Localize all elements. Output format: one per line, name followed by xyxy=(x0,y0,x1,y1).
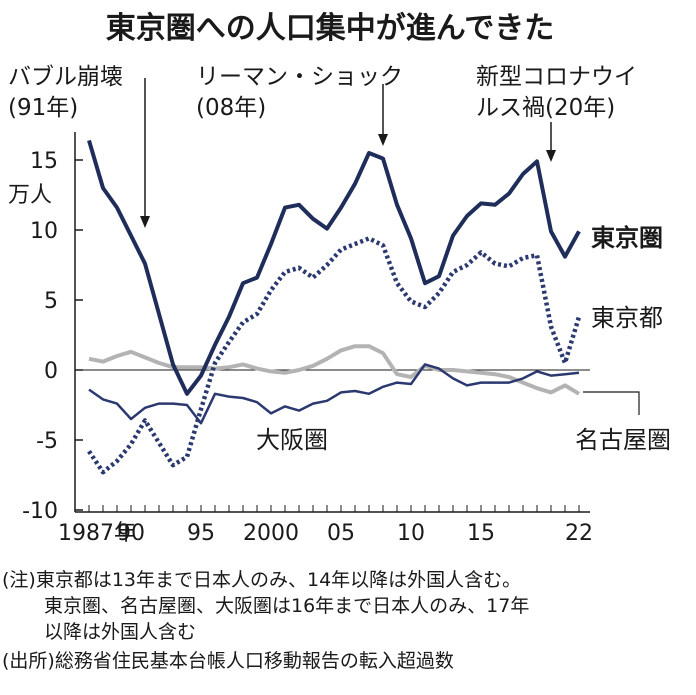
annotation-arrow-head xyxy=(546,150,556,162)
x-tick-label: 90 xyxy=(117,521,145,546)
note-2: 東京圏、名古屋圏、大阪圏は16年まで日本人のみ、17年 xyxy=(44,595,530,617)
annotation-arrow-head xyxy=(378,134,388,146)
chart-title: 東京圏への人口集中が進んできた xyxy=(106,11,555,46)
unit-label: 万人 xyxy=(8,183,52,208)
series-line-osaka xyxy=(88,363,580,425)
x-tick-label: 10 xyxy=(397,521,425,546)
x-tick-label: 95 xyxy=(187,521,215,546)
y-tick-label: -10 xyxy=(22,499,58,524)
annotation-label: リーマン・ショック xyxy=(196,64,403,90)
note-1: (注)東京都は13年まで日本人のみ、14年以降は外国人含む。 xyxy=(2,569,522,591)
series-layer xyxy=(87,139,582,475)
x-tick-label: 1987年 xyxy=(58,521,136,546)
y-tick-label: -5 xyxy=(36,429,58,454)
x-tick-label: 22 xyxy=(565,521,593,546)
series-line-tokyo-area xyxy=(87,139,581,396)
series-label-tokyo-metro: 東京都 xyxy=(591,304,663,332)
y-tick-label: 10 xyxy=(30,219,58,244)
y-tick-label: 0 xyxy=(44,359,58,384)
series-label-osaka: 大阪圏 xyxy=(256,426,328,454)
note-3: 以降は外国人含む xyxy=(44,621,197,643)
nagoya-leader-line xyxy=(583,391,640,415)
chart: 東京圏への人口集中が進んできた バブル崩壊 (91年) リーマン・ショック (08年)… xyxy=(8,11,671,546)
annotation-label: (08年) xyxy=(196,95,266,121)
x-tick-label: 2000 xyxy=(243,521,299,546)
x-tick-label: 05 xyxy=(327,521,355,546)
x-tick-label: 15 xyxy=(467,521,495,546)
annotation-label: バブル崩壊 xyxy=(8,64,123,90)
series-label-nagoya: 名古屋圏 xyxy=(575,426,671,454)
series-label-tokyo-area: 東京圏 xyxy=(591,224,663,252)
source-note: (出所)総務省住民基本台帳人口移動報告の転入超過数 xyxy=(2,650,454,672)
y-tick-label: 15 xyxy=(30,149,58,174)
annotation-label: (91年) xyxy=(8,95,78,121)
annotation-label: ルス禍(20年) xyxy=(476,95,615,121)
series-line-nagoya xyxy=(88,344,581,396)
annotation-label: 新型コロナウイ xyxy=(476,64,637,90)
y-ticks: 15 10 5 0 -5 -10 xyxy=(22,149,83,524)
annotation-arrow-head xyxy=(140,216,150,228)
y-tick-label: 5 xyxy=(44,289,58,314)
